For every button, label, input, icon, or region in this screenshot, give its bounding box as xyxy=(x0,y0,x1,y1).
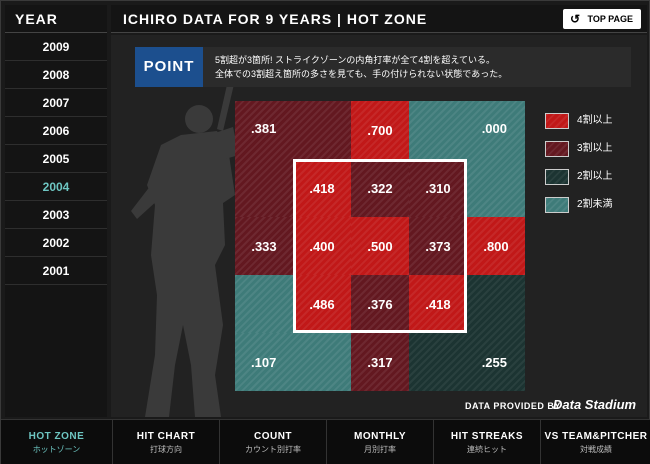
zone-bottom-left: .107 xyxy=(235,333,351,391)
zone-inner-r2c3: .373 xyxy=(409,217,467,275)
bottom-nav: HOT ZONE ホットゾーン HIT CHART 打球方向 COUNT カウン… xyxy=(1,419,650,464)
zone-inner-r1c3: .310 xyxy=(409,159,467,217)
zone-inner-r1c2: .322 xyxy=(351,159,409,217)
zone-top-middle: .700 xyxy=(351,101,409,159)
zone-side-left: .333 xyxy=(235,217,293,275)
zone-inner-r1c1: .418 xyxy=(293,159,351,217)
point-box: POINT 5割超が3箇所! ストライクゾーンの内角打率が全て4割を超えている。… xyxy=(135,47,631,87)
point-text: 5割超が3箇所! ストライクゾーンの内角打率が全て4割を超えている。 全体での3… xyxy=(215,53,635,81)
tab-sub-label: カウント別打率 xyxy=(245,445,301,454)
tab-sub-label: ホットゾーン xyxy=(32,445,81,454)
tab-sub-label: 対戦成績 xyxy=(580,445,612,454)
year-item-2009[interactable]: 2009 xyxy=(5,33,107,61)
legend-item: 3割以上 xyxy=(545,141,645,157)
year-item-2002[interactable]: 2002 xyxy=(5,229,107,257)
zone-inner-r2c2: .500 xyxy=(351,217,409,275)
tab-hit-streaks[interactable]: HIT STREAKS 連続ヒット xyxy=(434,420,541,464)
legend-label: 2割以上 xyxy=(577,171,613,182)
legend-label: 3割以上 xyxy=(577,143,613,154)
legend-swatch xyxy=(545,169,569,185)
tab-label: HOT ZONE xyxy=(28,431,85,442)
data-stadium-logo: Data Stadium xyxy=(553,397,636,412)
tab-label: HIT STREAKS xyxy=(450,431,524,442)
batter-silhouette-icon xyxy=(131,63,239,417)
year-sidebar: YEAR 2009 2008 2007 2006 2005 2004 2003 … xyxy=(5,5,107,417)
refresh-arrow-icon: ↺ xyxy=(570,12,581,26)
point-label: POINT xyxy=(135,47,203,87)
tab-hit-chart[interactable]: HIT CHART 打球方向 xyxy=(113,420,220,464)
year-item-2008[interactable]: 2008 xyxy=(5,61,107,89)
legend-label: 2割未満 xyxy=(577,199,613,210)
point-line-2: 全体での3割超え箇所の多さを見ても、手の付けられない状態であった。 xyxy=(215,69,508,79)
zone-bottom-right-upper xyxy=(467,275,525,333)
tab-sub-label: 連続ヒット xyxy=(467,445,507,454)
year-item-2003[interactable]: 2003 xyxy=(5,201,107,229)
year-item-2001[interactable]: 2001 xyxy=(5,257,107,285)
tab-label: COUNT xyxy=(253,431,293,442)
top-page-button[interactable]: ↺ TOP PAGE xyxy=(563,9,641,29)
legend-item: 2割未満 xyxy=(545,197,645,213)
legend-swatch xyxy=(545,141,569,157)
top-page-label: TOP PAGE xyxy=(587,14,633,24)
title-bar: ICHIRO DATA FOR 9 YEARS | HOT ZONE ↺ TOP… xyxy=(111,5,647,33)
zone-bottom-left-upper xyxy=(235,275,293,333)
year-header: YEAR xyxy=(5,5,107,33)
legend-label: 4割以上 xyxy=(577,115,613,126)
zone-bottom-right: .255 xyxy=(409,333,525,391)
hot-zone-panel: POINT 5割超が3箇所! ストライクゾーンの内角打率が全て4割を超えている。… xyxy=(111,35,647,417)
tab-hot-zone[interactable]: HOT ZONE ホットゾーン xyxy=(1,420,113,464)
zone-bottom-middle: .317 xyxy=(351,333,409,391)
zone-inner-r3c2: .376 xyxy=(351,275,409,333)
legend-swatch xyxy=(545,113,569,129)
zone-side-right: .800 xyxy=(467,217,525,275)
tab-label: HIT CHART xyxy=(136,431,196,442)
provider-text: DATA PROVIDED BY xyxy=(465,401,561,411)
year-item-2004[interactable]: 2004 xyxy=(5,173,107,201)
year-item-2007[interactable]: 2007 xyxy=(5,89,107,117)
legend-item: 2割以上 xyxy=(545,169,645,185)
tab-label: VS TEAM&PITCHER xyxy=(544,431,648,442)
tab-sub-label: 打球方向 xyxy=(150,445,182,454)
tab-count[interactable]: COUNT カウント別打率 xyxy=(220,420,327,464)
tab-sub-label: 月別打率 xyxy=(364,445,396,454)
zone-inner-r3c1: .486 xyxy=(293,275,351,333)
legend-swatch xyxy=(545,197,569,213)
legend-item: 4割以上 xyxy=(545,113,645,129)
page-title: ICHIRO DATA FOR 9 YEARS | HOT ZONE xyxy=(123,11,428,27)
tab-vs-team-pitcher[interactable]: VS TEAM&PITCHER 対戦成績 xyxy=(541,420,650,464)
zone-inner-r2c1: .400 xyxy=(293,217,351,275)
zone-inner-r3c3: .418 xyxy=(409,275,467,333)
year-item-2006[interactable]: 2006 xyxy=(5,117,107,145)
tab-label: MONTHLY xyxy=(353,431,407,442)
tab-monthly[interactable]: MONTHLY 月別打率 xyxy=(327,420,434,464)
point-line-1: 5割超が3箇所! ストライクゾーンの内角打率が全て4割を超えている。 xyxy=(215,55,495,65)
year-item-2005[interactable]: 2005 xyxy=(5,145,107,173)
provider-logo-text: Data Stadium xyxy=(553,397,637,412)
